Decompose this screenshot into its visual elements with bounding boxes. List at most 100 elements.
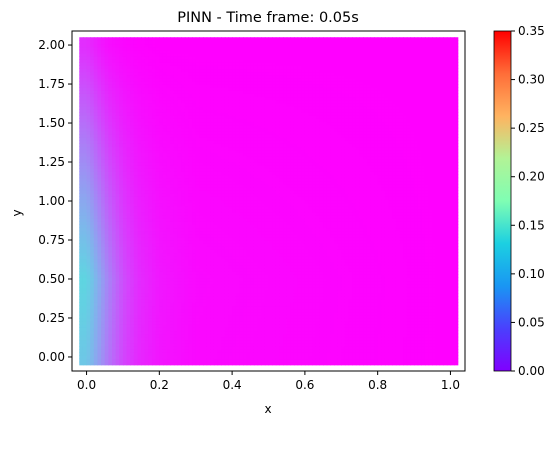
heatmap-cell	[203, 140, 208, 144]
heatmap-cell	[232, 349, 237, 353]
heatmap-cell	[141, 215, 146, 219]
heatmap-cell	[133, 283, 139, 288]
heatmap-cell	[181, 183, 186, 188]
heatmap-cell	[232, 149, 237, 154]
heatmap-cell	[224, 158, 230, 163]
heatmap-cell	[82, 199, 88, 204]
heatmap-cell	[112, 68, 117, 73]
heatmap-cell	[82, 87, 88, 91]
heatmap-cell	[90, 152, 95, 157]
heatmap-cell	[195, 339, 200, 344]
heatmap-cell	[206, 302, 211, 307]
heatmap-cell	[228, 105, 233, 110]
heatmap-cell	[192, 199, 197, 204]
heatmap-cell	[141, 239, 146, 244]
heatmap-cell	[119, 174, 124, 179]
heatmap-cell	[221, 62, 226, 66]
heatmap-cell	[250, 305, 255, 310]
heatmap-cell	[192, 186, 197, 191]
heatmap-cell	[166, 289, 171, 294]
heatmap-cell	[203, 152, 208, 157]
heatmap-cell	[97, 180, 102, 185]
heatmap-cell	[148, 102, 153, 107]
heatmap-cell	[97, 314, 102, 319]
heatmap-cell	[130, 59, 135, 63]
heatmap-cell	[213, 165, 219, 169]
heatmap-cell	[119, 140, 124, 144]
heatmap-cell	[224, 236, 230, 241]
heatmap-cell	[203, 77, 208, 82]
heatmap-cell	[148, 333, 153, 338]
heatmap-cell	[101, 268, 106, 272]
heatmap-cell	[101, 193, 106, 197]
heatmap-cell	[177, 137, 182, 141]
heatmap-cell	[119, 171, 124, 176]
heatmap-cell	[246, 190, 251, 194]
heatmap-cell	[115, 143, 120, 148]
heatmap-cell	[82, 211, 88, 216]
heatmap-cell	[199, 68, 204, 73]
heatmap-cell	[86, 330, 91, 335]
heatmap-cell	[90, 133, 95, 138]
heatmap-cell	[232, 137, 237, 141]
heatmap-cell	[130, 252, 135, 257]
heatmap-cell	[173, 190, 179, 194]
heatmap-cell	[239, 140, 244, 144]
heatmap-cell	[206, 112, 211, 116]
heatmap-cell	[144, 87, 150, 91]
heatmap-cell	[217, 137, 222, 141]
heatmap-cell	[195, 355, 200, 360]
heatmap-cell	[203, 80, 208, 85]
heatmap-cell	[159, 358, 164, 363]
heatmap-cell	[122, 140, 128, 144]
heatmap-cell	[181, 355, 186, 360]
heatmap-cell	[243, 77, 248, 82]
heatmap-cell	[130, 246, 135, 250]
heatmap-cell	[137, 324, 142, 328]
heatmap-cell	[86, 49, 91, 54]
heatmap-cell	[243, 243, 248, 247]
heatmap-cell	[188, 302, 193, 307]
heatmap-cell	[155, 346, 160, 350]
heatmap-cell	[232, 302, 237, 307]
heatmap-cell	[141, 121, 146, 126]
heatmap-cell	[184, 277, 190, 282]
heatmap-cell	[203, 168, 208, 172]
heatmap-cell	[232, 305, 237, 310]
heatmap-cell	[195, 205, 200, 210]
heatmap-cell	[137, 330, 142, 335]
heatmap-cell	[152, 108, 157, 113]
heatmap-cell	[122, 211, 128, 216]
heatmap-cell	[137, 183, 142, 188]
heatmap-cell	[86, 205, 91, 210]
heatmap-cell	[86, 152, 91, 157]
heatmap-cell	[137, 233, 142, 238]
heatmap-cell	[250, 218, 255, 222]
heatmap-cell	[228, 137, 233, 141]
heatmap-cell	[122, 324, 128, 328]
heatmap-cell	[192, 52, 197, 57]
heatmap-cell	[243, 274, 248, 279]
heatmap-cell	[224, 146, 230, 151]
heatmap-cell	[155, 71, 160, 76]
heatmap-cell	[250, 314, 255, 319]
heatmap-cell	[232, 40, 237, 45]
heatmap-cell	[221, 165, 226, 169]
heatmap-cell	[246, 137, 251, 141]
heatmap-cell	[213, 115, 219, 119]
heatmap-cell	[152, 49, 157, 54]
heatmap-cell	[122, 171, 128, 176]
heatmap-cell	[203, 324, 208, 328]
heatmap-cell	[162, 80, 168, 85]
heatmap-cell	[122, 305, 128, 310]
heatmap-cell	[152, 121, 157, 126]
heatmap-cell	[235, 55, 240, 60]
heatmap-cell	[141, 233, 146, 238]
heatmap-cell	[155, 162, 160, 166]
heatmap-cell	[90, 274, 95, 279]
heatmap-cell	[221, 202, 226, 207]
heatmap-cell	[221, 118, 226, 123]
heatmap-cell	[126, 59, 131, 63]
heatmap-cell	[155, 336, 160, 341]
heatmap-cell	[86, 87, 91, 91]
